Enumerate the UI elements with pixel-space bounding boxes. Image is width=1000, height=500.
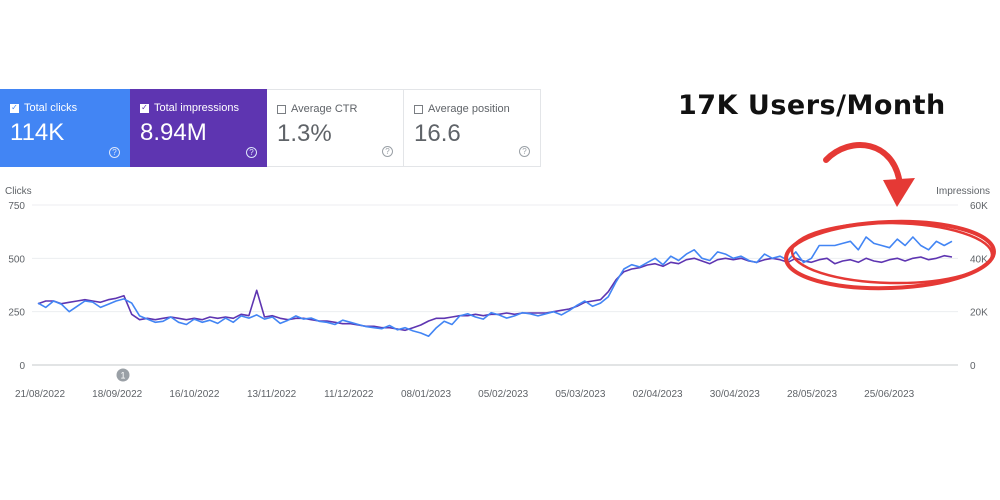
x-tick-label: 11/12/2022 [324,389,374,400]
total-impressions-value: 8.94M [140,119,207,146]
y-left-tick-label: 250 [8,308,25,319]
chart-lines [37,236,953,338]
average-position-label: Average position [428,103,510,115]
event-marker: 1 [116,368,130,382]
y-right-tick-label: 40K [970,254,988,265]
checkbox-checked-icon[interactable]: ✓ [10,103,19,113]
users-per-month-annotation: 17K Users/Month [678,90,946,121]
average-ctr-label: Average CTR [291,103,358,115]
chart-grid [32,204,958,366]
y-right-tick-label: 20K [970,308,988,319]
average-position-card[interactable]: Average position 16.6 ? [404,89,541,167]
help-icon[interactable]: ? [246,147,257,158]
checkbox-checked-icon[interactable]: ✓ [140,103,149,113]
average-position-header: Average position [414,102,540,116]
y-left-tick-label: 750 [8,201,25,212]
x-tick-label: 25/06/2023 [864,389,914,400]
event-marker-dot [116,368,130,382]
total-impressions-label: Total impressions [154,102,239,114]
annotation-overlay [784,142,996,291]
y-left-tick-label: 500 [8,254,25,265]
x-tick-label: 30/04/2023 [710,389,760,400]
y-left-tick-label: 0 [19,361,25,372]
x-tick-label: 05/02/2023 [478,389,528,400]
average-ctr-card[interactable]: Average CTR 1.3% ? [267,89,404,167]
highlight-ellipse-stroke [790,221,994,285]
x-tick-label: 05/03/2023 [555,389,605,400]
highlight-ellipse [784,219,996,291]
metric-cards: ✓ Total clicks 114K ? ✓ Total impression… [0,89,541,167]
y-left-axis-label: Clicks [5,186,32,197]
help-icon[interactable]: ? [519,146,530,157]
x-tick-label: 28/05/2023 [787,389,837,400]
x-tick-label: 21/08/2022 [15,389,65,400]
y-right-tick-label: 60K [970,201,988,212]
clicks-line [37,236,953,338]
average-ctr-header: Average CTR [277,102,403,116]
total-clicks-label: Total clicks [24,102,78,114]
x-tick-label: 08/01/2023 [401,389,451,400]
total-clicks-value: 114K [10,119,65,146]
x-tick-label: 18/09/2022 [92,389,142,400]
arrow-shaft [823,142,903,188]
x-tick-label: 13/11/2022 [247,389,297,400]
checkbox-unchecked-icon[interactable] [277,104,286,114]
y-right-tick-label: 0 [970,361,976,372]
total-impressions-header: ✓ Total impressions [140,101,267,115]
average-position-value: 16.6 [414,120,461,147]
total-impressions-card[interactable]: ✓ Total impressions 8.94M ? [130,89,267,167]
checkbox-unchecked-icon[interactable] [414,104,423,114]
axis-labels: 0 0 250 20K 500 40K 750 60K Clicks Impressions 21/… [5,186,990,400]
total-clicks-header: ✓ Total clicks [10,101,130,115]
arrow-head-icon [883,178,915,207]
total-clicks-card[interactable]: ✓ Total clicks 114K ? [0,89,130,167]
average-ctr-value: 1.3% [277,120,332,147]
event-marker-label: 1 [120,371,125,381]
x-tick-label: 02/04/2023 [633,389,683,400]
y-right-axis-label: Impressions [936,186,990,197]
help-icon[interactable]: ? [382,146,393,157]
x-tick-label: 16/10/2022 [169,389,219,400]
help-icon[interactable]: ? [109,147,120,158]
